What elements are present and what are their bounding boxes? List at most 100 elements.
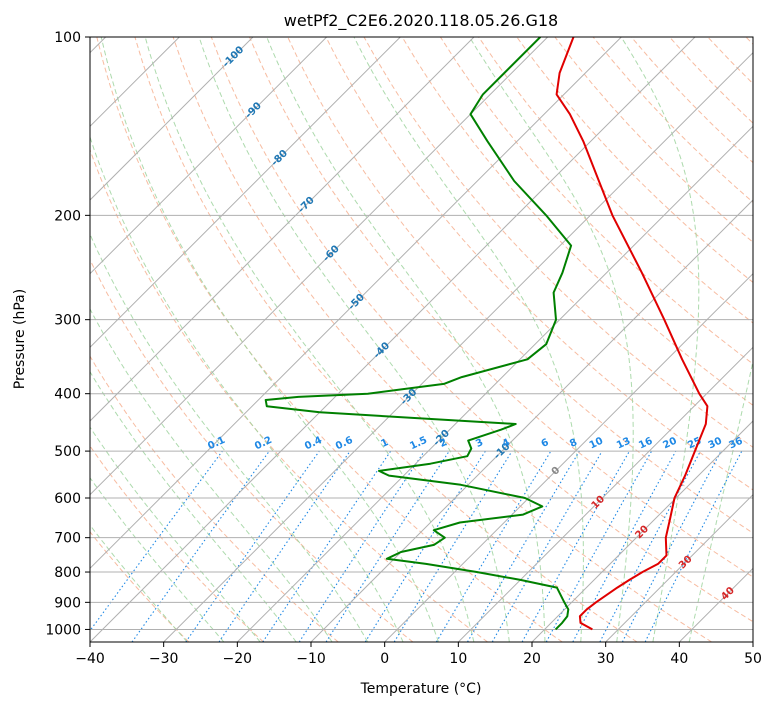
dry-adiabat: [90, 258, 414, 642]
dry-adiabat: [401, 37, 753, 406]
moist-adiabat: [100, 37, 439, 642]
x-tick-label: −30: [149, 651, 179, 667]
dry-adiabat: [90, 531, 190, 642]
dry-adiabat: [249, 37, 753, 578]
moist-adiabat: [353, 37, 584, 642]
mixing-ratio-line: [262, 450, 392, 642]
dewpoint-profile: [264, 37, 573, 631]
mixing-ratio-label: 8: [568, 437, 579, 450]
moist-adiabat: [90, 232, 369, 642]
moist-adiabat: [620, 37, 700, 642]
mixing-ratio-label: 13: [615, 436, 632, 452]
isotherm-label: -80: [269, 148, 290, 169]
mixing-ratio-label: 36: [727, 436, 744, 452]
profiles: [264, 37, 709, 631]
mixing-ratio-line: [90, 450, 223, 632]
isotherm: [90, 37, 696, 642]
mixing-ratio-line: [131, 450, 270, 642]
mixing-ratio-label: 2: [438, 437, 449, 450]
isotherm-label: 10: [590, 494, 608, 512]
moist-adiabat: [90, 426, 261, 642]
y-tick-label: 300: [54, 313, 81, 329]
plot-frame: [89, 36, 754, 643]
moist-adiabat: [90, 308, 333, 642]
y-tick-label: 100: [54, 30, 81, 46]
mixing-ratio-label: 3: [474, 437, 485, 450]
isotherm: [90, 37, 328, 275]
isotherm: [678, 567, 753, 642]
isotherm: [605, 493, 753, 642]
moist-adiabat: [144, 37, 475, 642]
mixing-ratio-line: [185, 450, 320, 642]
x-tick-label: −40: [75, 651, 105, 667]
mixing-ratio-line: [644, 450, 743, 642]
x-axis-title: Temperature (°C): [360, 681, 482, 697]
y-tick-label: 200: [54, 208, 81, 224]
y-axis-title: Pressure (hPa): [12, 289, 28, 389]
mixing-ratio-line: [599, 450, 701, 642]
isotherm-label: 30: [677, 554, 695, 572]
y-tick-label: 500: [54, 444, 81, 460]
y-tick-label: 600: [54, 491, 81, 507]
mixing-ratio-line: [572, 450, 677, 642]
temperature-profile: [555, 37, 709, 631]
chart-title: wetPf2_C2E6.2020.118.05.26.G18: [284, 11, 558, 31]
dry-adiabat: [287, 37, 753, 534]
mixing-ratio-line: [393, 450, 513, 642]
grid-lines: [90, 37, 753, 642]
isotherm: [163, 51, 753, 642]
mixing-ratio-line: [325, 450, 450, 642]
y-tick-label: 400: [54, 387, 81, 403]
dry-adiabat: [90, 355, 339, 642]
isotherm-label: 0: [550, 465, 563, 478]
moist-adiabat: [90, 476, 225, 642]
mixing-ratio-line: [218, 450, 351, 642]
mixing-ratio-line: [435, 450, 552, 642]
isotherm: [236, 125, 753, 642]
isotherm-label: -100: [221, 44, 247, 70]
moist-adiabat: [90, 524, 188, 642]
y-axis: 100 200 300 400 500 600 700 800 900 1000: [45, 30, 90, 638]
dry-adiabat: [439, 37, 753, 365]
isotherm-label: -70: [296, 195, 317, 216]
mixing-ratio-label: 0.6: [334, 435, 355, 452]
dry-adiabat: [592, 37, 753, 203]
isotherm: [457, 346, 753, 642]
y-tick-label: 1000: [45, 622, 81, 638]
x-tick-label: 0: [380, 651, 389, 667]
moist-adiabat: [266, 37, 546, 642]
mixing-ratio-label: 0.4: [303, 435, 324, 452]
mixing-ratio-label: 30: [707, 436, 724, 452]
x-tick-label: 50: [744, 651, 762, 667]
mixing-ratio-label: 20: [661, 436, 678, 452]
x-tick-label: 10: [449, 651, 467, 667]
isotherm: [531, 420, 753, 642]
x-tick-label: 40: [670, 651, 688, 667]
mixing-ratio-line: [521, 450, 630, 642]
mixing-ratio-label: 1.5: [408, 435, 429, 452]
mixing-ratio-line: [298, 450, 425, 642]
mixing-ratio-line: [545, 450, 653, 642]
y-tick-label: 800: [54, 565, 81, 581]
x-tick-label: −10: [296, 651, 326, 667]
y-tick-label: 900: [54, 595, 81, 611]
mixing-ratio-label: 1: [379, 437, 390, 450]
dry-adiabat: [516, 37, 753, 284]
mixing-ratio-label: 0.2: [253, 435, 274, 452]
dry-adiabat: [96, 37, 563, 642]
moist-adiabat: [90, 135, 404, 642]
dry-adiabat: [707, 37, 753, 85]
isotherm: [90, 37, 401, 349]
dry-adiabat: [90, 148, 488, 642]
background-lines: [90, 37, 753, 642]
dry-adiabat: [745, 37, 753, 45]
x-axis: −40 −30 −20 −10 0 10 20 30 40 50: [75, 642, 762, 667]
dry-adiabat: [363, 37, 753, 448]
y-tick-label: 700: [54, 531, 81, 547]
x-tick-label: −20: [223, 651, 253, 667]
mixing-ratio-label: 6: [540, 437, 551, 450]
isotherm: [90, 37, 549, 496]
mixing-ratio-label: 10: [588, 436, 605, 452]
dry-adiabat: [172, 37, 712, 642]
isotherm: [384, 272, 753, 642]
